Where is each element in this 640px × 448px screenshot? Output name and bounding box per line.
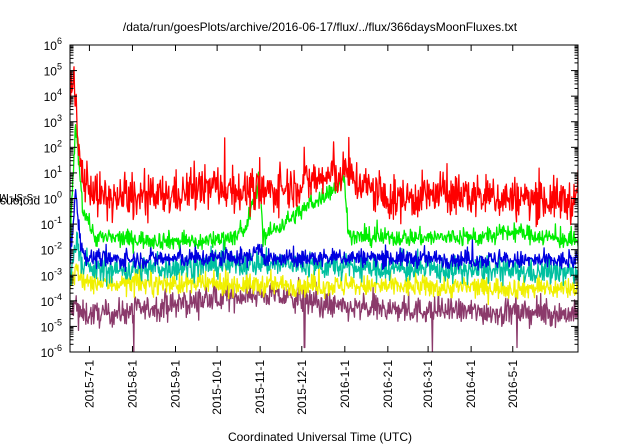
x-tick-label-3: 2015-10-1 — [210, 360, 224, 415]
y-tick-label-12: 106 — [44, 36, 62, 53]
x-tick-label-1: 2015-8-1 — [126, 360, 140, 408]
x-tick-label-6: 2016-1-1 — [338, 360, 352, 408]
y-tick-label-2: 10-4 — [41, 292, 62, 309]
x-axis-label: Coordinated Universal Time (UTC) — [227, 430, 413, 444]
y-tick-label-1: 10-5 — [41, 317, 62, 334]
series-line-3 — [70, 188, 578, 273]
y-tick-label-11: 105 — [44, 62, 62, 79]
series-line-4 — [70, 124, 578, 254]
x-tick-label-9: 2016-4-1 — [464, 360, 478, 408]
y-tick-label-3: 10-3 — [41, 266, 62, 283]
axis-layer: 10-6 10-5 10-4 10-3 10-2 10-1 100 101 102 103 104 1… — [41, 36, 578, 415]
x-tick-label-0: 2015-7-1 — [82, 360, 96, 408]
series-line-5 — [70, 66, 578, 228]
y-axis-label: protons/cm2-s-sr-MeV — [0, 190, 41, 210]
y-tick-label-7: 101 — [44, 164, 62, 181]
y-tick-label-6: 100 — [44, 190, 62, 207]
x-tick-label-7: 2016-2-1 — [381, 360, 395, 408]
x-tick-label-8: 2016-3-1 — [421, 360, 435, 408]
x-tick-label-4: 2015-11-1 — [253, 360, 267, 414]
x-tick-label-10: 2016-5-1 — [506, 360, 520, 408]
y-tick-label-0: 10-6 — [41, 343, 62, 360]
y-tick-label-10: 104 — [44, 87, 62, 104]
series-line-0 — [70, 267, 578, 352]
series-layer — [70, 66, 578, 352]
chart-title: /data/run/goesPlots/archive/2016-06-17/f… — [122, 20, 518, 34]
x-tick-label-5: 2015-12-1 — [295, 360, 309, 415]
y-tick-label-4: 10-2 — [41, 241, 62, 258]
series-line-1 — [70, 260, 578, 306]
y-tick-label-5: 10-1 — [41, 215, 62, 232]
x-tick-label-2: 2015-9-1 — [169, 360, 183, 408]
y-tick-label-8: 102 — [44, 138, 62, 155]
y-tick-label-9: 103 — [44, 113, 62, 130]
